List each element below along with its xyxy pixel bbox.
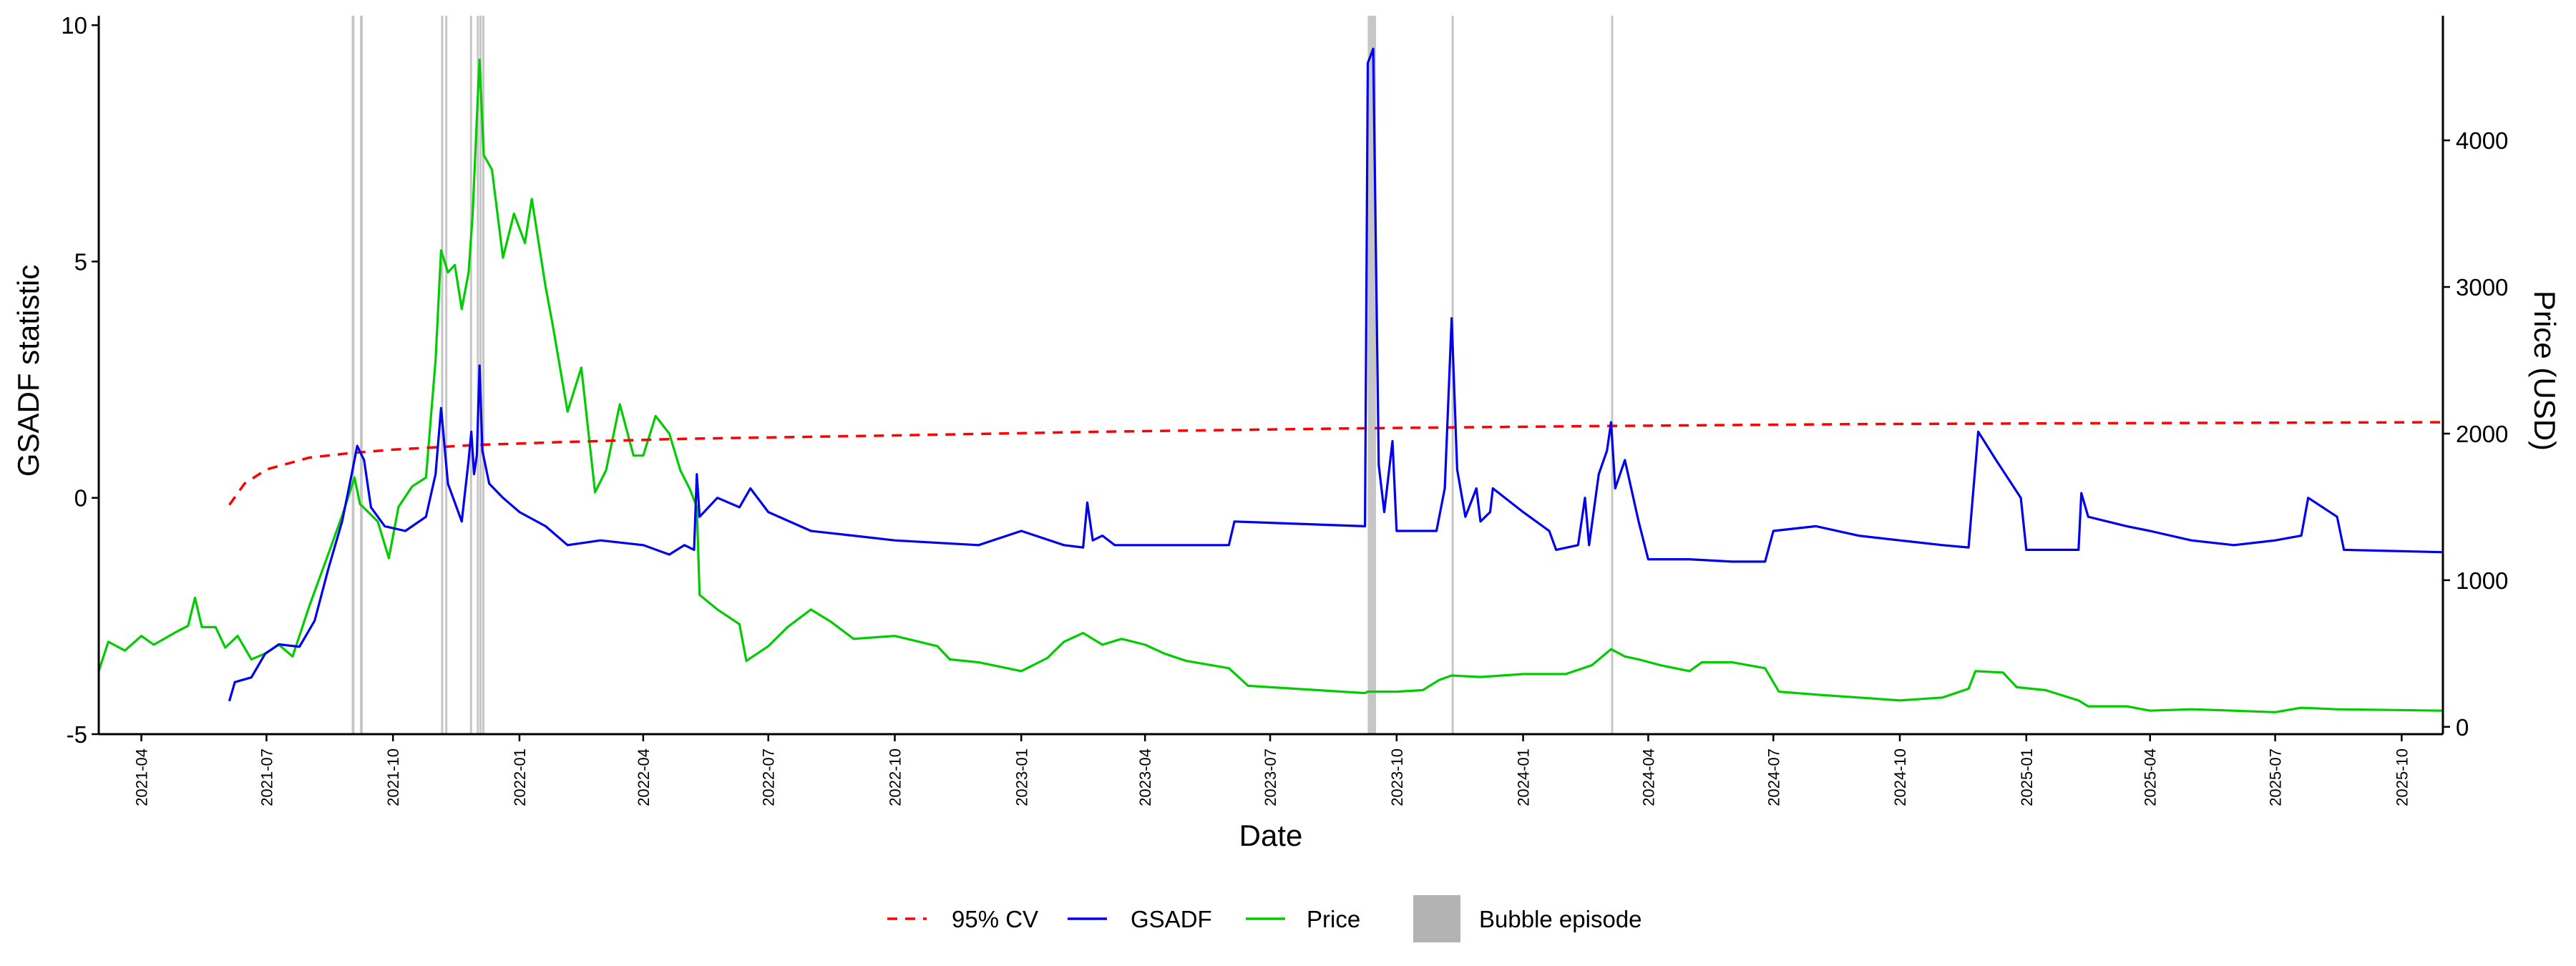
- series-line-95-cv: [228, 421, 2444, 506]
- bubble-episode-band-9: [1367, 16, 1376, 734]
- legend-label-bubble-episode: Bubble episode: [1479, 906, 1642, 932]
- bubble-episode-shading: [351, 16, 1614, 734]
- x-tick-label: 2022-04: [635, 748, 653, 806]
- x-tick-label: 2021-10: [384, 748, 402, 806]
- series-line-price: [97, 58, 2444, 713]
- right-y-tick-label: 4000: [2456, 127, 2508, 154]
- bubble-episode-band-8: [482, 16, 485, 734]
- left-y-tick-label: 0: [74, 485, 87, 512]
- x-tick-label: 2024-07: [1765, 748, 1782, 806]
- x-tick-label: 2022-01: [511, 748, 529, 806]
- bubble-episode-band-3: [441, 16, 444, 734]
- x-tick-label: 2023-07: [1262, 748, 1279, 806]
- x-tick-label: 2021-07: [258, 748, 275, 806]
- bubble-episode-band-11: [1611, 16, 1614, 734]
- bubble-episode-band-1: [351, 16, 355, 734]
- x-tick-label: 2022-10: [886, 748, 904, 806]
- x-tick-label: 2022-07: [760, 748, 778, 806]
- right-y-tick-label: 0: [2456, 714, 2469, 741]
- x-tick-label: 2023-01: [1013, 748, 1030, 806]
- x-tick-label: 2024-04: [1639, 748, 1657, 806]
- legend-label-price: Price: [1307, 906, 1360, 932]
- legend-label-95-cv: 95% CV: [952, 906, 1038, 932]
- series-line-gsadf: [228, 47, 2444, 702]
- bubble-episode-band-4: [445, 16, 448, 734]
- right-y-tick-label: 3000: [2456, 274, 2508, 301]
- legend: 95% CV GSADF Price Bubble episode: [887, 895, 1642, 942]
- x-tick-label: 2025-04: [2142, 748, 2160, 806]
- right-y-tick-label: 2000: [2456, 421, 2508, 447]
- bubble-episode-band-5: [469, 16, 472, 734]
- x-tick-label: 2025-10: [2393, 748, 2411, 806]
- x-tick-label: 2025-01: [2018, 748, 2036, 806]
- x-axis-title: Date: [1239, 819, 1303, 852]
- left-y-tick-label: -5: [67, 721, 87, 748]
- series-lines: [97, 47, 2444, 713]
- bubble-episode-band-6: [477, 16, 479, 734]
- right-y-axis-title: Price (USD): [2528, 291, 2562, 451]
- axes: -5 0 5 10 0 1000 2000 3000 4000 2021-04 2021-07 202…: [61, 12, 2508, 806]
- left-y-tick-label: 5: [74, 248, 87, 275]
- left-y-tick-label: 10: [61, 12, 87, 39]
- x-tick-label: 2021-04: [133, 748, 151, 806]
- legend-key-bubble-episode: [1413, 895, 1460, 942]
- bubble-episode-band-2: [360, 16, 363, 734]
- x-tick-label: 2024-10: [1891, 748, 1909, 806]
- x-tick-label: 2023-04: [1136, 748, 1154, 806]
- right-y-tick-label: 1000: [2456, 567, 2508, 594]
- x-tick-label: 2023-10: [1388, 748, 1406, 806]
- x-tick-label: 2024-01: [1515, 748, 1533, 806]
- legend-label-gsadf: GSADF: [1131, 906, 1212, 932]
- left-y-axis-title: GSADF statistic: [11, 265, 45, 477]
- x-tick-label: 2025-07: [2267, 748, 2285, 806]
